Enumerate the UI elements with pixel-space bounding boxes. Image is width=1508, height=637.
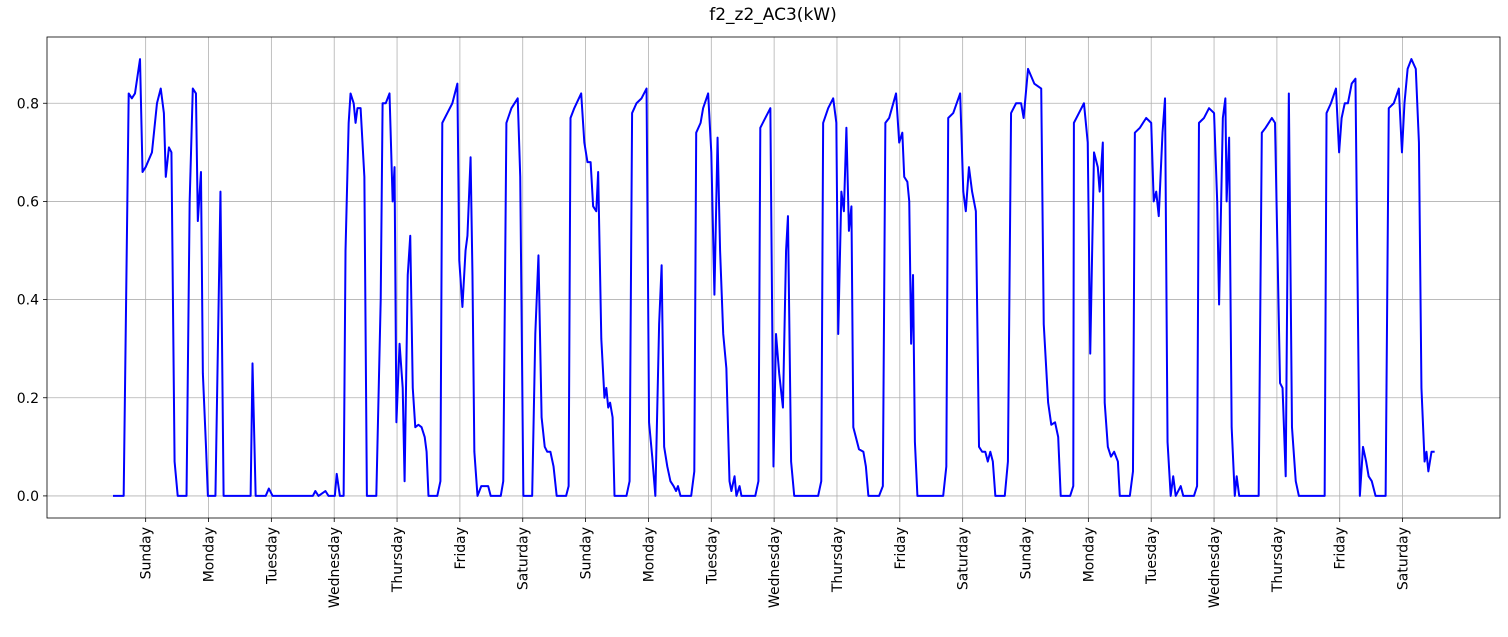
y-tick-label: 0.2 [17,391,39,407]
y-tick-label: 0.8 [17,96,39,112]
x-tick-label: Friday [893,527,909,569]
x-tick-label: Sunday [1019,527,1035,579]
chart-title: f2_z2_AC3(kW) [709,5,836,25]
x-tick-label: Thursday [830,527,846,593]
x-tick-label: Monday [641,527,657,582]
x-tick-label: Tuesday [704,527,720,585]
x-tick-label: Monday [1081,527,1097,582]
x-tick-label: Sunday [139,527,155,579]
x-tick-label: Wednesday [767,527,783,608]
x-tick-label: Tuesday [1144,527,1160,585]
x-tick-label: Wednesday [1207,527,1223,608]
x-tick-label: Thursday [1270,527,1286,593]
x-tick-label: Thursday [390,527,406,593]
x-tick-label: Saturday [516,527,532,590]
x-tick-label: Monday [202,527,218,582]
x-tick-label: Sunday [579,527,595,579]
x-tick-label: Saturday [956,527,972,590]
x-tick-label: Tuesday [264,527,280,585]
y-tick-label: 0.4 [17,293,39,309]
x-tick-label: Friday [453,527,469,569]
data-line [112,58,1435,497]
plot-frame [46,36,1501,519]
y-tick-label: 0.6 [17,194,39,210]
x-tick-label: Friday [1333,527,1349,569]
x-tick-label: Wednesday [327,527,343,608]
x-tick-label: Saturday [1396,527,1412,590]
y-tick-label: 0.0 [17,489,39,505]
